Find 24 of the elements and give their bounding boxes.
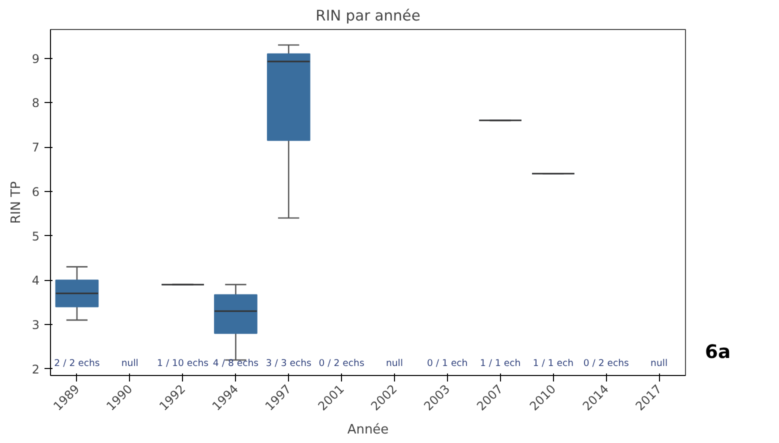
y-tick-label: 5: [32, 229, 40, 244]
annotation: 0 / 1 ech: [427, 358, 468, 369]
y-tick-label: 3: [32, 318, 40, 332]
annotation: 0 / 2 echs: [583, 358, 630, 369]
text: 6a: [705, 341, 731, 365]
chart-title: RIN par année: [316, 8, 420, 24]
y-tick-label: 4: [32, 274, 40, 288]
annotation: 1 / 1 ech: [480, 358, 521, 369]
annotation: 2 / 2 echs: [54, 358, 100, 369]
annotation: 1 / 10 echs: [157, 358, 209, 369]
annotation: null: [121, 358, 138, 369]
annotation: null: [650, 358, 668, 369]
y-tick-label: 9: [32, 52, 40, 66]
annotation: 3 / 3 echs: [266, 358, 312, 369]
y-tick-label: 7: [32, 140, 40, 155]
y-tick-label: 8: [32, 96, 40, 110]
annotation: 1 / 1 ech: [532, 358, 574, 369]
annotation: null: [386, 358, 403, 369]
y-tick-label: 2: [32, 362, 40, 376]
x-axis-title: Année: [347, 422, 389, 438]
annotation: 4 / 8 echs: [212, 358, 259, 369]
y-axis-title: RIN TP: [8, 181, 24, 224]
y-tick-label: 6: [32, 184, 40, 199]
annotation: 0 / 2 echs: [318, 358, 364, 369]
